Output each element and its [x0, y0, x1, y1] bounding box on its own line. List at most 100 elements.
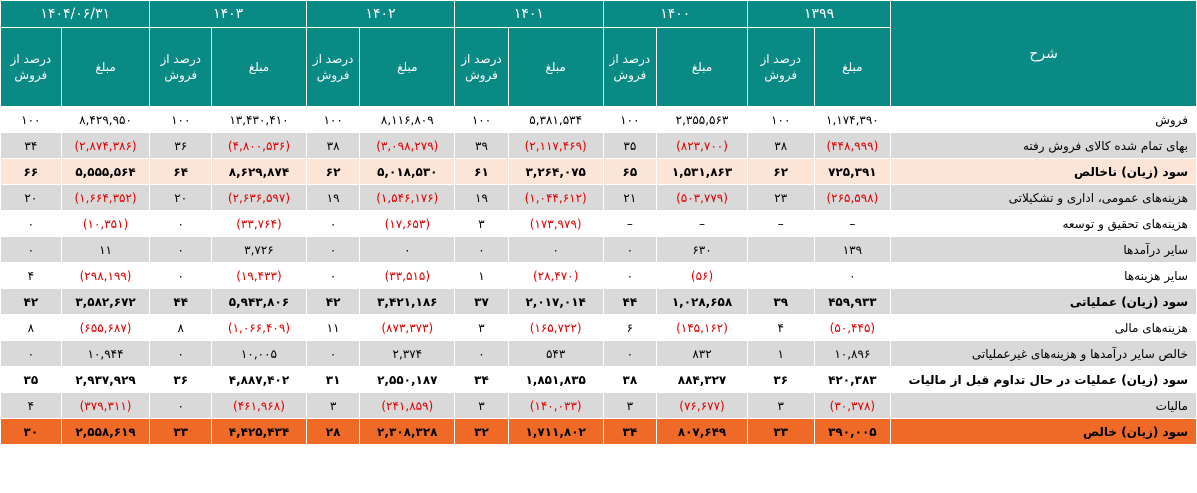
amount-cell: (۲۹۸,۱۹۹) — [60, 262, 151, 289]
table-row: سایر هزینه‌ها ۰ (۵۶) ۰ (۲۸,۴۷۰) ۱ (۳۳,۵۱۵) ۰ (۱۹… — [0, 262, 1197, 289]
percent-cell: – — [746, 210, 815, 237]
percent-cell: ۰ — [602, 340, 658, 367]
percent-cell: ۴۲ — [0, 288, 62, 315]
percent-cell: ۰ — [602, 262, 658, 289]
row-label: مالیات — [890, 392, 1197, 419]
percent-cell: ۳۴ — [454, 366, 509, 393]
amount-cell: (۳۳,۷۶۴) — [211, 210, 307, 237]
amount-cell: ۲,۵۵۰,۱۸۷ — [359, 366, 456, 393]
amount-cell: (۱۷۳,۹۷۹) — [507, 210, 604, 237]
amount-cell: ۱۰,۸۹۶ — [813, 340, 892, 367]
amount-cell: (۸۲۳,۷۰۰) — [656, 132, 748, 159]
amount-cell: (۵۰۳,۷۷۹) — [656, 184, 748, 211]
amount-cell: (۳۰,۳۷۸) — [813, 392, 892, 419]
percent-cell: ۰ — [149, 262, 213, 289]
percent-cell: ۱۱ — [305, 314, 361, 341]
year-header-row: شرح ۱۳۹۹ ۱۴۰۰ ۱۴۰۱ ۱۴۰۲ ۱۴۰۳ ۱۴۰۴/۰۶/۳۱ — [0, 0, 1197, 107]
amount-cell: ۳,۷۲۶ — [211, 236, 307, 263]
percent-cell: ۶۶ — [0, 158, 62, 185]
amount-cell: (۱۶۵,۷۲۲) — [507, 314, 604, 341]
amount-cell: ۲,۳۰۸,۳۲۸ — [359, 418, 456, 445]
percent-column-header: درصد از فروش — [602, 27, 658, 107]
amount-cell: ۷۲۵,۳۹۱ — [813, 158, 892, 185]
percent-cell: ۳۹ — [454, 132, 509, 159]
row-label: سایر درآمدها — [890, 236, 1197, 263]
percent-cell: ۶۲ — [305, 158, 361, 185]
amount-cell: ۸,۴۲۹,۹۵۰ — [60, 106, 151, 133]
percent-cell — [746, 236, 815, 263]
percent-cell: ۸ — [149, 314, 213, 341]
amount-cell: (۱۷,۶۵۳) — [359, 210, 456, 237]
percent-cell: ۰ — [454, 236, 509, 263]
row-label: سود (زیان) ناخالص — [890, 158, 1197, 185]
percent-cell: ۰ — [454, 340, 509, 367]
amount-cell: ۲,۰۱۷,۰۱۴ — [507, 288, 604, 315]
row-label: هزینه‌های مالی — [890, 314, 1197, 341]
table-row: سود (زیان) عملیات در حال تداوم قبل از ما… — [0, 366, 1197, 393]
percent-cell: ۶۵ — [602, 158, 658, 185]
percent-cell: ۳۸ — [746, 132, 815, 159]
amount-cell: ۴۲۰,۳۸۳ — [813, 366, 892, 393]
percent-cell: ۱۰۰ — [0, 106, 62, 133]
percent-cell: ۳۴ — [0, 132, 62, 159]
percent-cell: ۱ — [454, 262, 509, 289]
amount-column-header: مبلغ — [60, 27, 151, 107]
percent-cell: ۳ — [454, 392, 509, 419]
percent-cell: ۴ — [746, 314, 815, 341]
percent-cell: ۰ — [0, 340, 62, 367]
amount-cell: (۱,۰۶۶,۴۰۹) — [211, 314, 307, 341]
row-label: بهای تمام شده کالای فروش رفته — [890, 132, 1197, 159]
percent-cell: ۴ — [0, 262, 62, 289]
amount-cell: (۲,۱۱۷,۴۶۹) — [507, 132, 604, 159]
amount-cell: ۸۳۲ — [656, 340, 748, 367]
percent-cell: ۱۰۰ — [149, 106, 213, 133]
amount-cell: ۳۹۰,۰۰۵ — [813, 418, 892, 445]
percent-cell: ۳۳ — [746, 418, 815, 445]
amount-cell: ۳,۲۶۴,۰۷۵ — [507, 158, 604, 185]
amount-cell: (۱,۶۶۴,۳۵۲) — [60, 184, 151, 211]
amount-cell: ۸,۶۲۹,۸۷۴ — [211, 158, 307, 185]
row-label: سایر هزینه‌ها — [890, 262, 1197, 289]
amount-cell: (۱۰,۳۵۱) — [60, 210, 151, 237]
percent-cell — [746, 262, 815, 289]
amount-cell: ۵,۳۸۱,۵۳۴ — [507, 106, 604, 133]
amount-column-header: مبلغ — [656, 27, 748, 107]
amount-cell: ۵۴۳ — [507, 340, 604, 367]
amount-cell: (۳۳,۵۱۵) — [359, 262, 456, 289]
sub-header-row: مبلغ درصد از فروش مبلغ درصد از فروش مبلغ درصد… — [0, 27, 1197, 107]
year-header: ۱۴۰۴/۰۶/۳۱ — [0, 0, 151, 28]
amount-cell: ۱۱ — [60, 236, 151, 263]
percent-cell: ۲۱ — [602, 184, 658, 211]
amount-cell: ۱,۷۱۱,۸۰۲ — [507, 418, 604, 445]
percent-cell: ۳۳ — [149, 418, 213, 445]
amount-cell: ۵,۹۴۳,۸۰۶ — [211, 288, 307, 315]
amount-cell: ۲,۹۳۷,۹۲۹ — [60, 366, 151, 393]
amount-cell: (۴۴۸,۹۹۹) — [813, 132, 892, 159]
amount-cell: ۱,۱۷۴,۳۹۰ — [813, 106, 892, 133]
percent-cell: ۳۸ — [602, 366, 658, 393]
amount-cell: (۱۹,۴۳۳) — [211, 262, 307, 289]
amount-cell: ۰ — [359, 236, 456, 263]
amount-cell: (۵۰,۴۴۵) — [813, 314, 892, 341]
percent-cell: ۶۱ — [454, 158, 509, 185]
table-row: سود (زیان) خالص ۳۹۰,۰۰۵ ۳۳ ۸۰۷,۶۴۹ ۳۴ ۱,۷۱۱,۸… — [0, 418, 1197, 445]
percent-column-header: درصد از فروش — [149, 27, 213, 107]
amount-cell: (۲۴۱,۸۵۹) — [359, 392, 456, 419]
row-label: خالص سایر درآمدها و هزینه‌های غیرعملیاتی — [890, 340, 1197, 367]
amount-cell: ۳,۴۲۱,۱۸۶ — [359, 288, 456, 315]
percent-cell: ۳ — [602, 392, 658, 419]
year-header: ۱۳۹۹ — [746, 0, 892, 28]
table-row: هزینه‌های تحقیق و توسعه – – – – (۱۷۳,۹۷۹) ۳ (۱۷… — [0, 210, 1197, 237]
percent-cell: ۳۹ — [746, 288, 815, 315]
year-header: ۱۴۰۳ — [149, 0, 307, 28]
income-statement-table: شرح ۱۳۹۹ ۱۴۰۰ ۱۴۰۱ ۱۴۰۲ ۱۴۰۳ ۱۴۰۴/۰۶/۳۱ مبلغ درص… — [0, 0, 1197, 445]
year-header: ۱۴۰۲ — [305, 0, 456, 28]
percent-cell: ۰ — [149, 210, 213, 237]
percent-cell: ۰ — [305, 262, 361, 289]
percent-cell: ۳۶ — [746, 366, 815, 393]
row-label: سود (زیان) خالص — [890, 418, 1197, 445]
percent-column-header: درصد از فروش — [305, 27, 361, 107]
percent-cell: ۰ — [305, 340, 361, 367]
percent-cell: ۰ — [149, 236, 213, 263]
amount-column-header: مبلغ — [211, 27, 307, 107]
